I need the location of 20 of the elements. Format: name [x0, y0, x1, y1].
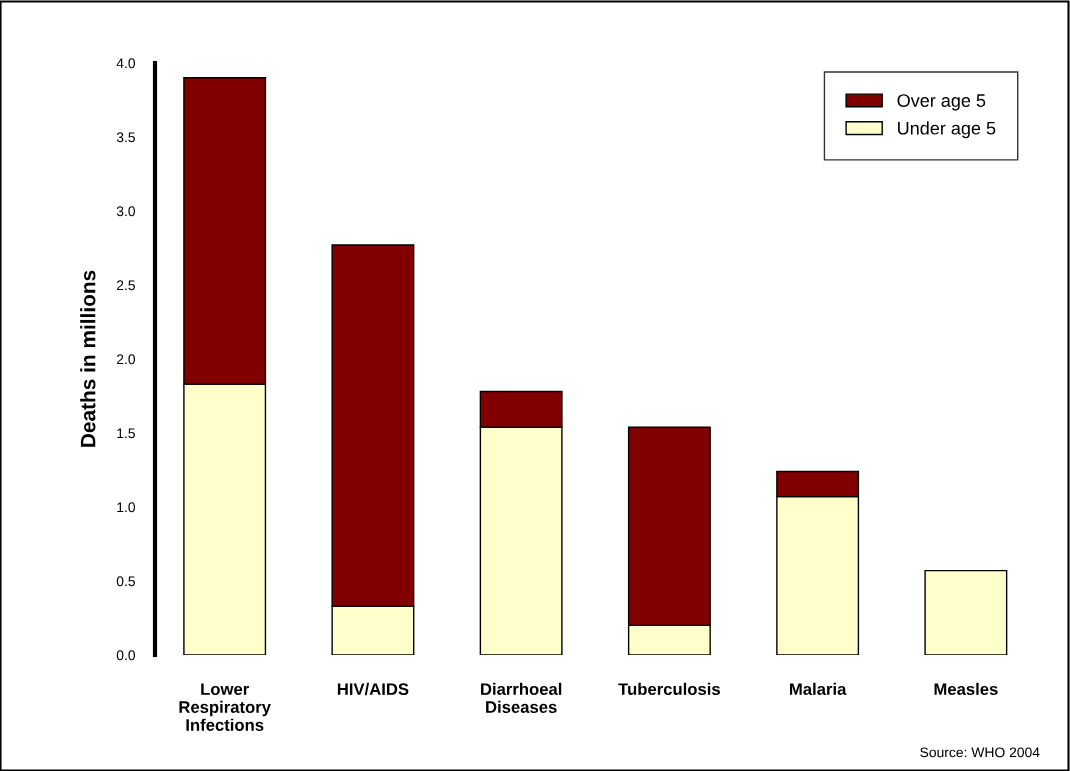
legend-label: Over age 5 — [897, 94, 986, 111]
y-tick-label: 2.5 — [116, 280, 135, 291]
bar — [924, 569, 1008, 655]
y-tick-label: 3.0 — [116, 206, 136, 217]
x-tick-label: Malaria — [790, 682, 847, 696]
x-tick-label: Measles — [934, 682, 998, 696]
y-tick-label: 1.5 — [117, 428, 135, 439]
x-tick-label: Diarrhoeal Diseases — [481, 682, 562, 713]
y-tick-label: 3.5 — [116, 132, 135, 143]
legend-label: Under age 5 — [898, 121, 996, 139]
y-axis-title: Deaths in millions — [80, 270, 96, 447]
x-tick-label: Lower Respiratory Infections — [179, 683, 271, 731]
y-tick-label: 2.0 — [116, 354, 136, 365]
y-tick-label: 1.0 — [117, 502, 136, 513]
y-tick-label: 0.0 — [116, 650, 136, 661]
x-tick-label: HIV/AIDS — [337, 682, 409, 696]
source-note: Source: WHO 2004 — [920, 747, 1040, 758]
x-tick-label: Tuberculosis — [618, 682, 720, 696]
y-tick-label: 0.5 — [116, 576, 135, 587]
y-tick-label: 4.0 — [116, 58, 136, 69]
